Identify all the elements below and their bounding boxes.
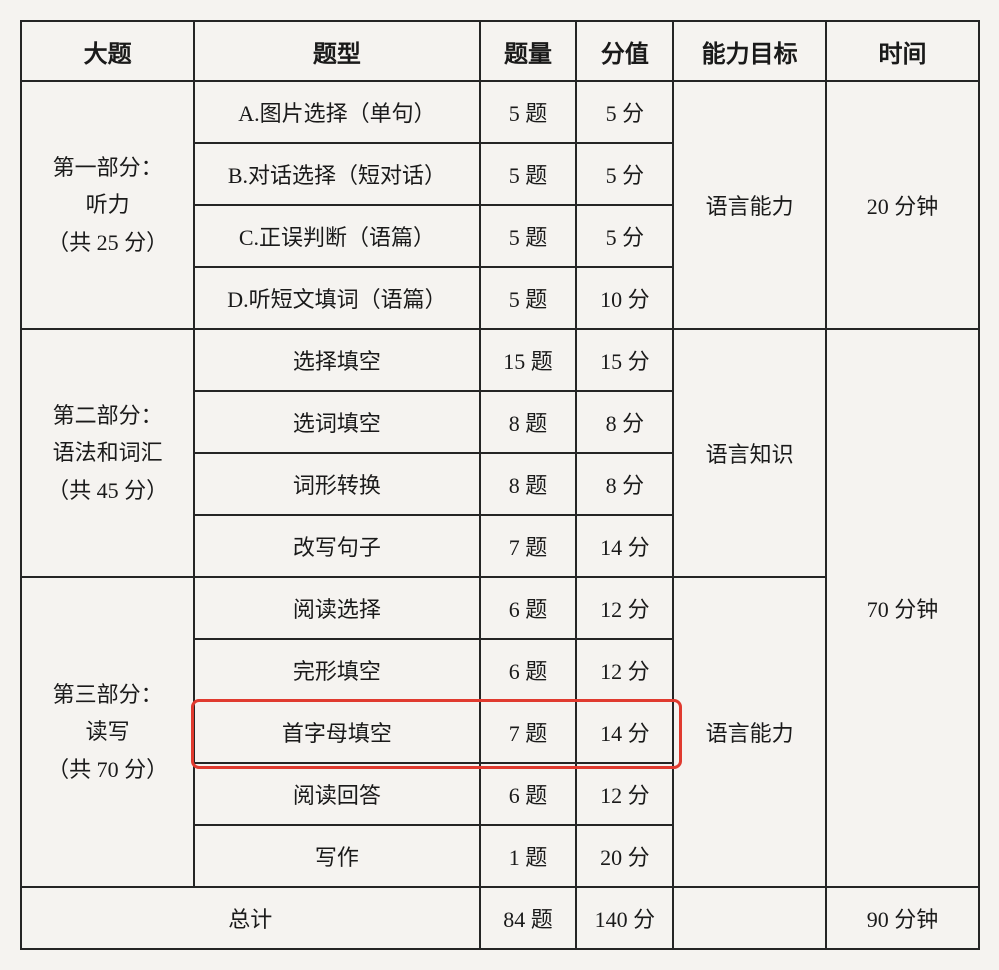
cell-pts: 12 分 [576, 763, 673, 825]
section-line: 第二部分： [53, 403, 163, 428]
cell-qty: 1 题 [480, 825, 577, 887]
section-line: 读写 [86, 719, 130, 744]
section-line: 语法和词汇 [53, 440, 163, 465]
cell-qty: 8 题 [480, 391, 577, 453]
cell-qty: 7 题 [480, 515, 577, 577]
cell-pts: 5 分 [576, 205, 673, 267]
total-qty: 84 题 [480, 887, 577, 949]
section-line: 听力 [86, 192, 130, 217]
exam-structure-table: 大题 题型 题量 分值 能力目标 时间 第一部分： 听力 （共 25 分） A.… [20, 20, 980, 950]
section-line: （共 45 分） [47, 478, 168, 503]
cell-type: A.图片选择（单句） [194, 81, 479, 143]
total-pts: 140 分 [576, 887, 673, 949]
col-header-type: 题型 [194, 21, 479, 81]
cell-qty: 7 题 [480, 701, 577, 763]
cell-type: B.对话选择（短对话） [194, 143, 479, 205]
total-time: 90 分钟 [826, 887, 979, 949]
cell-type: 阅读选择 [194, 577, 479, 639]
cell-pts: 10 分 [576, 267, 673, 329]
section-3-title: 第三部分： 读写 （共 70 分） [21, 577, 194, 887]
cell-pts: 12 分 [576, 577, 673, 639]
section-2-title: 第二部分： 语法和词汇 （共 45 分） [21, 329, 194, 577]
cell-type: 首字母填空 [194, 701, 479, 763]
section-2-goal: 语言知识 [673, 329, 826, 577]
cell-pts: 5 分 [576, 143, 673, 205]
cell-qty: 5 题 [480, 205, 577, 267]
cell-qty: 6 题 [480, 577, 577, 639]
section-line: （共 70 分） [47, 757, 168, 782]
cell-pts: 8 分 [576, 453, 673, 515]
cell-type: 完形填空 [194, 639, 479, 701]
col-header-goal: 能力目标 [673, 21, 826, 81]
section-1-time: 20 分钟 [826, 81, 979, 329]
total-label: 总计 [21, 887, 480, 949]
section-line: （共 25 分） [47, 230, 168, 255]
table-header-row: 大题 题型 题量 分值 能力目标 时间 [21, 21, 979, 81]
cell-type: C.正误判断（语篇） [194, 205, 479, 267]
total-goal-empty [673, 887, 826, 949]
col-header-section: 大题 [21, 21, 194, 81]
cell-type: 选择填空 [194, 329, 479, 391]
section-1-goal: 语言能力 [673, 81, 826, 329]
cell-pts: 14 分 [576, 701, 673, 763]
cell-qty: 5 题 [480, 81, 577, 143]
cell-type: 写作 [194, 825, 479, 887]
table-row: 第一部分： 听力 （共 25 分） A.图片选择（单句） 5 题 5 分 语言能… [21, 81, 979, 143]
col-header-pts: 分值 [576, 21, 673, 81]
cell-pts: 15 分 [576, 329, 673, 391]
exam-structure-table-container: 大题 题型 题量 分值 能力目标 时间 第一部分： 听力 （共 25 分） A.… [20, 20, 980, 950]
section-line: 第三部分： [53, 682, 163, 707]
section-line: 第一部分： [53, 155, 163, 180]
cell-qty: 8 题 [480, 453, 577, 515]
section-2-3-time: 70 分钟 [826, 329, 979, 887]
cell-qty: 6 题 [480, 639, 577, 701]
cell-type: 词形转换 [194, 453, 479, 515]
cell-pts: 14 分 [576, 515, 673, 577]
cell-qty: 15 题 [480, 329, 577, 391]
cell-pts: 20 分 [576, 825, 673, 887]
col-header-qty: 题量 [480, 21, 577, 81]
cell-qty: 5 题 [480, 267, 577, 329]
cell-pts: 5 分 [576, 81, 673, 143]
section-1-title: 第一部分： 听力 （共 25 分） [21, 81, 194, 329]
cell-pts: 8 分 [576, 391, 673, 453]
table-row: 第二部分： 语法和词汇 （共 45 分） 选择填空 15 题 15 分 语言知识… [21, 329, 979, 391]
cell-qty: 6 题 [480, 763, 577, 825]
table-total-row: 总计 84 题 140 分 90 分钟 [21, 887, 979, 949]
col-header-time: 时间 [826, 21, 979, 81]
cell-type: 改写句子 [194, 515, 479, 577]
cell-pts: 12 分 [576, 639, 673, 701]
cell-type: D.听短文填词（语篇） [194, 267, 479, 329]
cell-type: 选词填空 [194, 391, 479, 453]
section-3-goal: 语言能力 [673, 577, 826, 887]
cell-qty: 5 题 [480, 143, 577, 205]
cell-type: 阅读回答 [194, 763, 479, 825]
